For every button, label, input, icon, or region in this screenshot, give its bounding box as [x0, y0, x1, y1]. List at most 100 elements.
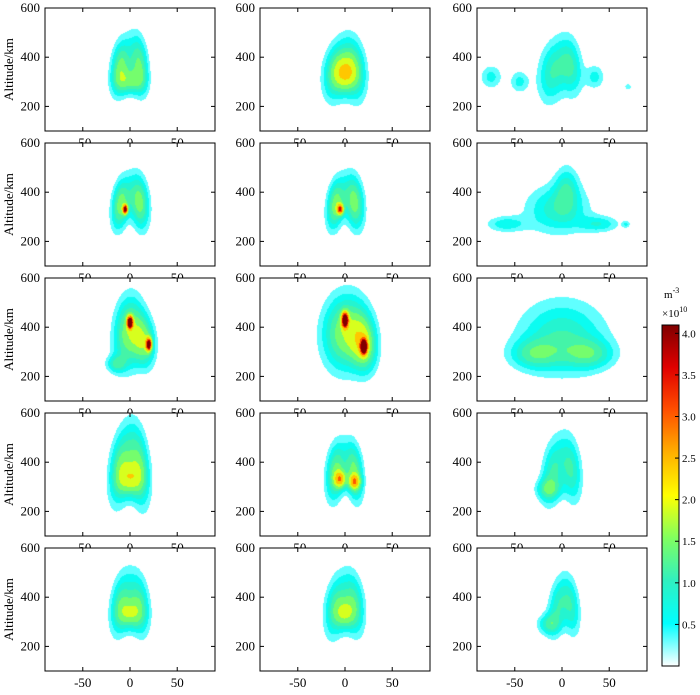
y-tick-label: 200: [236, 233, 256, 248]
contour-field: [45, 143, 215, 266]
y-tick-label: 200: [21, 638, 41, 653]
contour-field: [260, 548, 430, 671]
y-tick-label: 600: [453, 270, 473, 285]
contour-field: [260, 8, 430, 131]
colorbar-tick-label: 3.5: [682, 370, 696, 382]
y-tick-label: 400: [453, 589, 473, 604]
y-tick-label: 600: [453, 0, 473, 15]
contour-field: [477, 548, 647, 671]
y-axis-title: Altitude/km: [1, 578, 16, 641]
y-tick-label: 200: [453, 368, 473, 383]
x-tick-label: 0: [127, 675, 134, 690]
y-tick-label: 600: [21, 405, 41, 420]
contour-field: [260, 143, 430, 266]
y-tick-label: 400: [21, 184, 41, 199]
y-tick-label: 400: [21, 49, 41, 64]
colorbar-tick-label: 1.5: [682, 536, 696, 548]
y-tick-label: 400: [236, 589, 256, 604]
y-tick-label: 400: [453, 184, 473, 199]
y-tick-label: 600: [21, 0, 41, 15]
colorbar-tick-label: 2.5: [682, 453, 696, 465]
y-tick-label: 200: [21, 503, 41, 518]
panel-r5-c3: -50 0 50 200 400 600 Latitude/(°): [453, 540, 648, 695]
y-tick-label: 600: [236, 270, 256, 285]
x-tick-label: -50: [74, 675, 91, 690]
x-axis-title: Latitude/(°): [315, 693, 376, 695]
panel-grid: -50 0 50 200 400 600 Altitude/km -50 0 50 200 400 60…: [1, 0, 648, 695]
contour-field: [260, 413, 430, 536]
y-tick-label: 200: [21, 98, 41, 113]
x-axis-title: Latitude/(°): [100, 693, 161, 695]
colorbar-tick-label: 1.0: [682, 578, 696, 590]
y-tick-label: 400: [453, 454, 473, 469]
y-tick-label: 600: [453, 405, 473, 420]
contour-field: [477, 143, 647, 266]
colorbar-tick-label: 0.5: [682, 619, 696, 631]
y-tick-label: 400: [21, 454, 41, 469]
contour-field: [477, 278, 647, 401]
y-tick-label: 600: [236, 0, 256, 15]
y-tick-label: 400: [453, 49, 473, 64]
y-tick-label: 600: [21, 135, 41, 150]
y-axis-title: Altitude/km: [1, 38, 16, 101]
y-tick-label: 200: [236, 638, 256, 653]
y-tick-label: 400: [21, 319, 41, 334]
colorbar-tick-label: 4.0: [682, 328, 696, 340]
x-tick-label: 50: [386, 675, 399, 690]
y-tick-label: 200: [453, 503, 473, 518]
y-tick-label: 200: [21, 368, 41, 383]
colorbar-tick-label: 2.0: [682, 495, 696, 507]
contour-field: [477, 413, 647, 536]
colorbar-unit: m-3: [664, 286, 679, 301]
y-tick-label: 200: [453, 638, 473, 653]
y-tick-label: 400: [21, 589, 41, 604]
contour-field: [45, 278, 215, 401]
y-tick-label: 200: [236, 368, 256, 383]
y-tick-label: 200: [236, 98, 256, 113]
y-tick-label: 600: [236, 405, 256, 420]
contour-field: [260, 278, 430, 401]
x-tick-label: -50: [289, 675, 306, 690]
y-tick-label: 600: [453, 135, 473, 150]
x-tick-label: 50: [603, 675, 616, 690]
colorbar-gradient: [661, 324, 680, 667]
panel-r5-c2: -50 0 50 200 400 600 Latitude/(°): [236, 540, 431, 695]
x-tick-label: 50: [171, 675, 184, 690]
x-tick-label: -50: [506, 675, 523, 690]
x-axis-title: Latitude/(°): [532, 693, 593, 695]
y-tick-label: 200: [236, 503, 256, 518]
x-tick-label: 0: [559, 675, 566, 690]
y-tick-label: 200: [21, 233, 41, 248]
y-tick-label: 600: [21, 270, 41, 285]
panel-r5-c1: -50 0 50 200 400 600 Altitude/km Latitude/(°): [1, 540, 216, 695]
colorbar: m-3 ×1010 0.5 1.0 1.5 2.0 2.5 3.0 3.5 4.0: [661, 286, 696, 667]
y-tick-label: 400: [236, 319, 256, 334]
colorbar-tick-label: 3.0: [682, 411, 696, 423]
contour-field: [45, 413, 215, 536]
y-tick-label: 600: [236, 135, 256, 150]
x-tick-label: 0: [342, 675, 349, 690]
y-tick-label: 400: [236, 454, 256, 469]
y-axis-title: Altitude/km: [1, 308, 16, 371]
contour-field: [45, 548, 215, 671]
y-tick-label: 400: [236, 49, 256, 64]
y-axis-title: Altitude/km: [1, 173, 16, 236]
y-axis-title: Altitude/km: [1, 443, 16, 506]
y-tick-label: 600: [236, 540, 256, 555]
y-tick-label: 600: [453, 540, 473, 555]
y-tick-label: 200: [453, 98, 473, 113]
y-tick-label: 200: [453, 233, 473, 248]
colorbar-multiplier: ×1010: [662, 305, 687, 320]
y-tick-label: 600: [21, 540, 41, 555]
